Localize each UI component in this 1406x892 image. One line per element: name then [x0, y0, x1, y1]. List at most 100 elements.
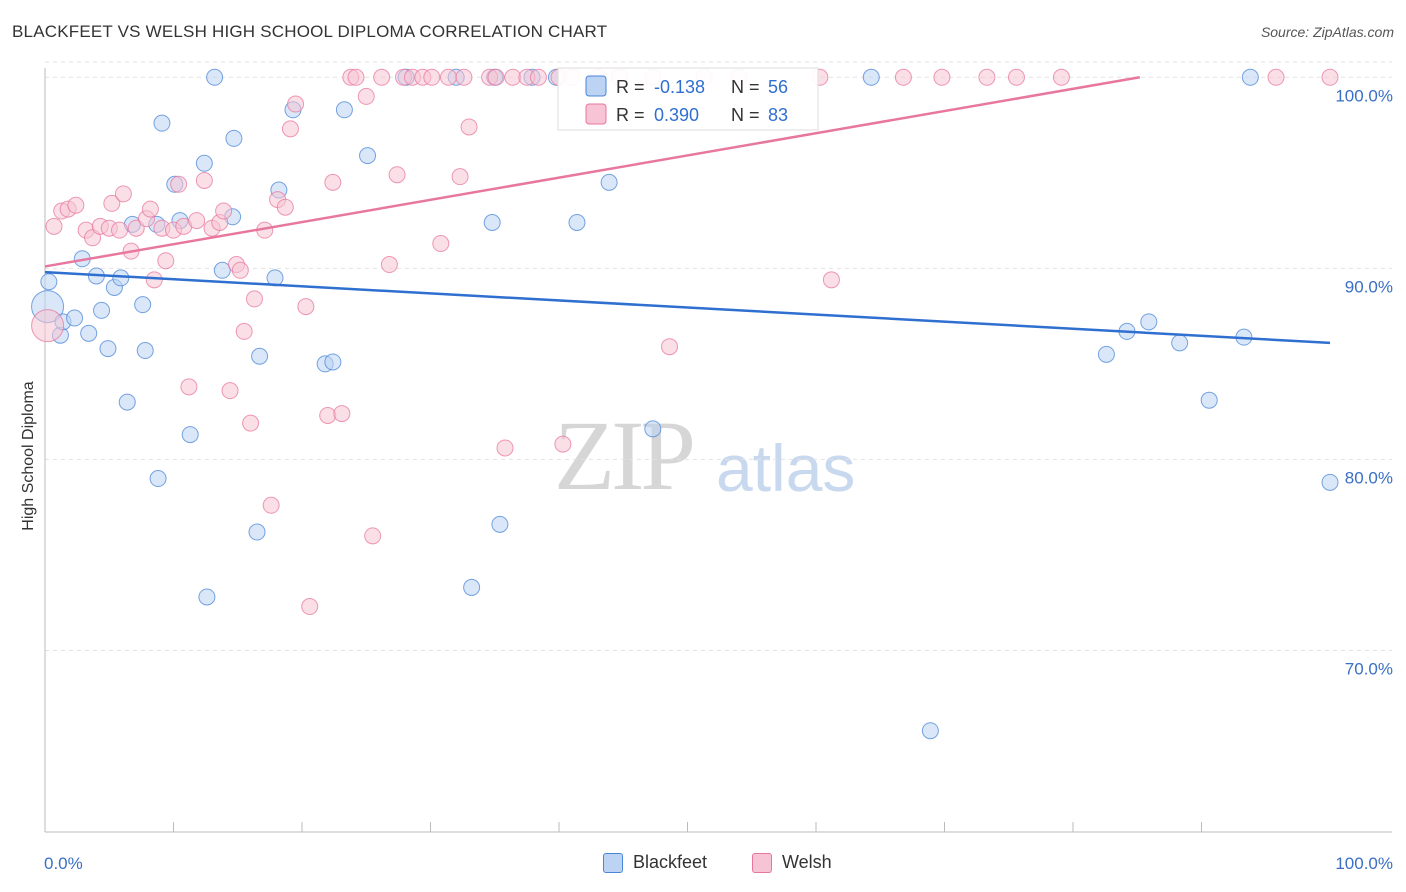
blackfeet-point	[600, 173, 618, 191]
welsh-point	[324, 173, 342, 191]
welsh-point	[67, 196, 85, 214]
welsh-point	[455, 68, 473, 86]
welsh-point	[432, 235, 450, 253]
welsh-point	[114, 185, 132, 203]
legend-n-label: N =	[731, 77, 760, 97]
blackfeet-point	[1097, 345, 1115, 363]
welsh-point	[933, 68, 951, 86]
welsh-point	[388, 166, 406, 184]
welsh-point	[221, 382, 239, 400]
y-tick-label: 90.0%	[1345, 277, 1393, 296]
blackfeet-point	[921, 722, 939, 740]
blackfeet-point	[324, 353, 342, 371]
y-tick-label: 80.0%	[1345, 468, 1393, 487]
welsh-point	[235, 322, 253, 340]
welsh-point	[287, 95, 305, 113]
y-tick-label: 70.0%	[1345, 659, 1393, 678]
blackfeet-point	[213, 261, 231, 279]
blackfeet-point	[118, 393, 136, 411]
legend-r-label: R =	[616, 77, 645, 97]
blackfeet-point	[40, 273, 58, 291]
blackfeet-point	[66, 309, 84, 327]
blackfeet-point	[181, 426, 199, 444]
welsh-point	[487, 68, 505, 86]
blackfeet-point	[112, 269, 130, 287]
welsh-point	[170, 175, 188, 193]
legend-item-welsh[interactable]: Welsh	[752, 852, 832, 873]
blackfeet-trend-line	[44, 270, 1331, 345]
blackfeet-point	[248, 523, 266, 541]
blackfeet-point	[99, 340, 117, 358]
welsh-point	[439, 68, 457, 86]
welsh-point	[496, 439, 514, 457]
blackfeet-point	[80, 324, 98, 342]
legend-box-swatch	[585, 103, 607, 125]
blackfeet-point	[1200, 391, 1218, 409]
welsh-point	[529, 68, 547, 86]
blackfeet-point	[225, 129, 243, 147]
legend-r-value: 0.390	[654, 105, 699, 125]
legend-r-label: R =	[616, 105, 645, 125]
welsh-point	[1321, 68, 1339, 86]
welsh-point	[145, 271, 163, 289]
welsh-point	[111, 221, 129, 239]
welsh-point	[242, 414, 260, 432]
legend-r-value: -0.138	[654, 77, 705, 97]
blackfeet-point	[335, 101, 353, 119]
welsh-point	[319, 406, 337, 424]
blackfeet-point	[149, 470, 167, 488]
welsh-point	[347, 68, 365, 86]
welsh-point	[195, 171, 213, 189]
legend-label-blackfeet: Blackfeet	[633, 852, 708, 872]
welsh-trend-line	[44, 76, 1141, 268]
welsh-point	[423, 68, 441, 86]
blackfeet-point	[136, 342, 154, 360]
blackfeet-point	[568, 213, 586, 231]
welsh-point	[276, 198, 294, 216]
welsh-point	[554, 435, 572, 453]
watermark-atlas: atlas	[716, 431, 856, 505]
welsh-point	[231, 261, 249, 279]
blackfeet-point	[1140, 313, 1158, 331]
blackfeet-point	[1241, 68, 1259, 86]
welsh-point	[504, 68, 522, 86]
x-tick-label-max: 100.0%	[1335, 854, 1393, 873]
welsh-point	[978, 68, 996, 86]
blackfeet-point	[463, 578, 481, 596]
welsh-point	[103, 194, 121, 212]
welsh-point	[1007, 68, 1025, 86]
welsh-point	[380, 256, 398, 274]
chart-title: BLACKFEET VS WELSH HIGH SCHOOL DIPLOMA C…	[12, 22, 608, 41]
blackfeet-point	[491, 515, 509, 533]
welsh-point	[245, 290, 263, 308]
welsh-point	[31, 309, 65, 343]
welsh-point	[215, 202, 233, 220]
welsh-point	[141, 200, 159, 218]
welsh-point	[661, 338, 679, 356]
y-tick-label: 100.0%	[1335, 86, 1393, 105]
blackfeet-point	[134, 296, 152, 314]
welsh-point	[333, 405, 351, 423]
welsh-point	[1267, 68, 1285, 86]
welsh-point	[157, 252, 175, 270]
welsh-point	[822, 271, 840, 289]
welsh-point	[894, 68, 912, 86]
chart-source: Source: ZipAtlas.com	[1260, 24, 1394, 40]
legend-swatch-blackfeet	[603, 852, 623, 873]
legend-label-welsh: Welsh	[782, 852, 832, 872]
legend-n-value: 83	[768, 105, 788, 125]
bottom-legend: Blackfeet Welsh	[0, 852, 1406, 876]
blackfeet-point	[862, 68, 880, 86]
blackfeet-point	[153, 114, 171, 132]
legend-item-blackfeet[interactable]: Blackfeet	[603, 852, 707, 873]
blackfeet-point	[359, 147, 377, 165]
welsh-point	[45, 217, 63, 235]
welsh-point	[460, 118, 478, 136]
blackfeet-point	[198, 588, 216, 606]
blackfeet-point	[1321, 473, 1339, 491]
welsh-point	[180, 378, 198, 396]
welsh-point	[262, 496, 280, 514]
legend-n-value: 56	[768, 77, 788, 97]
x-tick-label-min: 0.0%	[44, 854, 83, 873]
